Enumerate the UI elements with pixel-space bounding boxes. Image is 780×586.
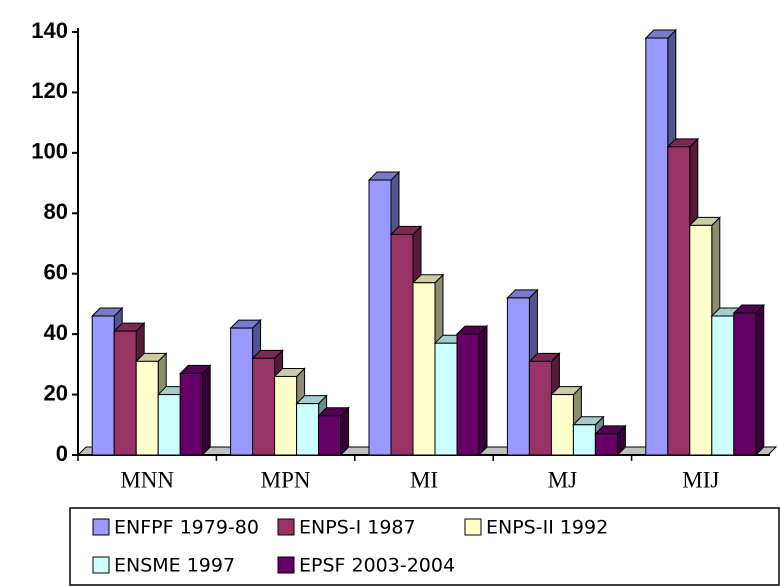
legend-swatch (92, 556, 110, 574)
legend-label: ENFPF 1979-80 (114, 517, 259, 539)
x-tick-label: MJ (548, 467, 577, 492)
bar (230, 327, 254, 456)
legend-swatch (277, 518, 295, 536)
y-tick-label: 80 (44, 199, 68, 224)
bar (412, 282, 436, 456)
y-tick-label: 120 (31, 78, 68, 103)
y-tick-label: 0 (56, 441, 68, 466)
legend-swatch (92, 518, 110, 536)
x-tick-label: MI (410, 467, 438, 492)
bar (135, 360, 159, 456)
bar (550, 394, 574, 456)
bar (274, 375, 298, 456)
y-tick-label: 40 (44, 320, 68, 345)
y-tick-label: 140 (31, 18, 68, 43)
x-tick-label: MNN (120, 467, 174, 492)
bar (506, 297, 530, 456)
legend-swatch (464, 518, 482, 536)
legend-swatch (277, 556, 295, 574)
bar (91, 315, 115, 456)
bar (456, 333, 480, 456)
y-tick-label: 100 (31, 139, 68, 164)
legend-label: ENPS-II 1992 (486, 517, 608, 539)
bar-side (755, 303, 765, 457)
bar (689, 224, 713, 456)
bar (252, 357, 276, 456)
bar (711, 315, 735, 456)
bar (318, 415, 342, 456)
legend-box (69, 507, 780, 586)
bar (572, 424, 596, 456)
bar (368, 179, 392, 456)
bar (733, 312, 757, 456)
y-tick-label: 20 (44, 380, 68, 405)
bar-side (201, 364, 211, 457)
bar (434, 342, 458, 456)
bar (179, 372, 203, 456)
bar-side (478, 324, 488, 457)
x-tick-label: MIJ (682, 467, 719, 492)
bar (296, 403, 320, 456)
y-tick-label: 60 (44, 260, 68, 285)
legend-label: ENSME 1997 (114, 555, 235, 577)
legend-label: EPSF 2003-2004 (299, 555, 455, 577)
bar (667, 146, 691, 456)
bar (390, 233, 414, 456)
bar (594, 433, 618, 456)
bar (113, 330, 137, 456)
bar (645, 37, 669, 456)
bar (157, 394, 181, 456)
bar (528, 360, 552, 456)
legend-label: ENPS-I 1987 (299, 517, 416, 539)
x-tick-label: MPN (261, 467, 311, 492)
